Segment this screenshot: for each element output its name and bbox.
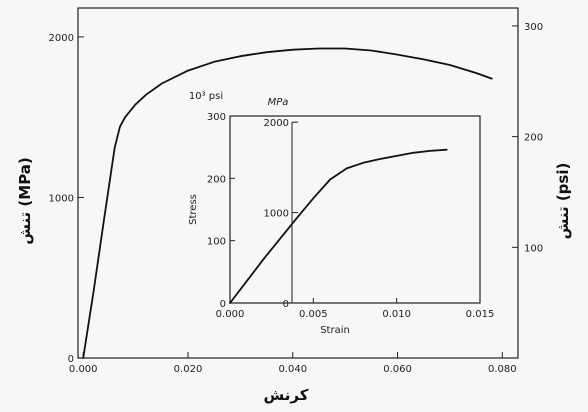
inset-y-left-tick-label: 200	[207, 174, 226, 185]
main-y-right-tick-label: 300	[524, 22, 543, 33]
main-x-tick-label: 0.000	[69, 364, 98, 375]
main-x-tick-label: 0.060	[383, 364, 412, 375]
main-x-tick-label: 0.040	[278, 364, 307, 375]
main-y-left-tick-label: 0	[68, 354, 74, 365]
inset-y-right-tick-label: 1000	[264, 209, 289, 220]
main-x-tick-label: 0.020	[174, 364, 203, 375]
inset-x-tick-label: 0.010	[382, 309, 411, 320]
main-y-right-tick-label: 100	[524, 243, 543, 254]
inset-y-right-tick-label: 0	[283, 299, 289, 310]
inset-y-right-unit: MPa	[268, 97, 289, 108]
inset-y-right-tick-label: 2000	[264, 118, 289, 129]
inset-background	[180, 84, 490, 346]
main-stress-strain-curve	[82, 47, 493, 359]
inset-x-ticks: 0.000 0.005 0.010 0.015	[216, 298, 495, 320]
main-y-right-ticks: 100 200 300	[512, 22, 543, 254]
inset-x-tick-label: 0.015	[466, 309, 495, 320]
inset-y-left-tick-label: 300	[207, 112, 226, 123]
inset-y-left-tick-label: 100	[207, 237, 226, 248]
main-x-tick-label: 0.080	[488, 364, 517, 375]
inset-y-axis-label: Stress	[188, 194, 199, 225]
inset-y-right-ticks: 0 1000 2000	[264, 118, 298, 310]
inset-chart: 0.000 0.005 0.010 0.015 0 100 200 300 0 1000 200…	[180, 84, 494, 346]
main-y-left-tick-label: 1000	[49, 193, 74, 204]
inset-x-tick-label: 0.000	[216, 309, 245, 320]
inset-plot-frame	[229, 115, 481, 304]
inset-x-tick-label: 0.005	[299, 309, 328, 320]
main-y-right-axis-label: تنش (psi)	[554, 163, 572, 240]
inset-x-axis-label: Strain	[320, 325, 350, 336]
main-y-left-axis-label: تنش (MPa)	[16, 157, 34, 245]
inset-stress-strain-curve	[229, 148, 448, 304]
main-x-axis-label: کرنش	[264, 386, 309, 404]
main-x-ticks: 0.000 0.020 0.040 0.060 0.080	[69, 352, 517, 375]
main-plot-frame	[77, 7, 519, 359]
main-y-left-tick-label: 2000	[49, 33, 74, 44]
inset-y-left-unit: 10³ psi	[189, 91, 223, 102]
inset-y-left-tick-label: 0	[220, 299, 226, 310]
main-y-right-tick-label: 200	[524, 133, 543, 144]
main-y-left-ticks: 0 1000 2000	[49, 33, 84, 365]
